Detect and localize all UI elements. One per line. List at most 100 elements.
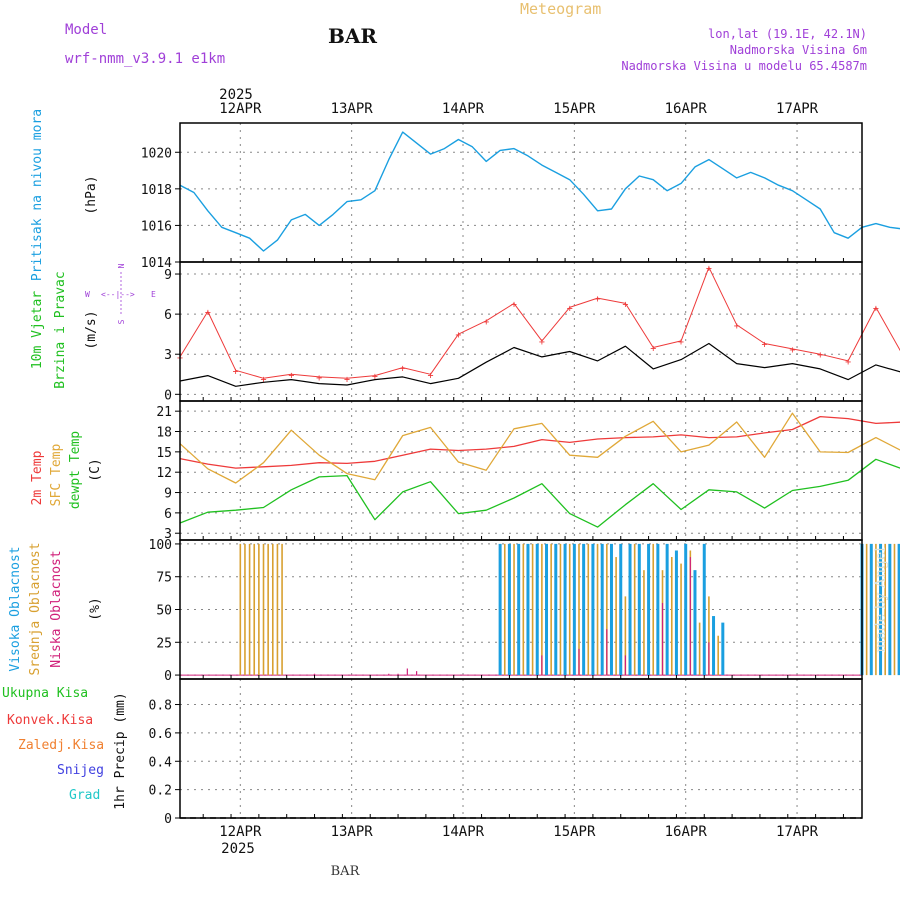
panel-frame xyxy=(179,678,863,819)
wind-ylabel-2: Brzina i Pravac xyxy=(53,271,68,388)
top-day-label: 17APR xyxy=(776,101,819,117)
model-elevation-text: Nadmorska Visina u modelu 65.4587m xyxy=(621,59,867,73)
ytick-label: 9 xyxy=(164,487,172,502)
bottom-day-label: 16APR xyxy=(665,824,708,840)
gust-marker: + xyxy=(288,370,294,381)
precip-legend: Ukupna Kisa Konvek.Kisa Zaledj.Kisa Snijeg G… xyxy=(2,686,104,803)
top-day-label: 14APR xyxy=(442,101,485,117)
panel-frame xyxy=(179,122,863,263)
top-day-label: 15APR xyxy=(553,101,596,117)
gust-marker: + xyxy=(428,370,434,381)
temp-ylabel-1: 2m Temp xyxy=(30,450,45,505)
cloud-unit: (%) xyxy=(88,597,103,620)
ytick-label: 25 xyxy=(156,636,172,651)
gust-marker: + xyxy=(260,374,266,385)
pressure-line xyxy=(179,131,900,252)
ytick-label: 12 xyxy=(156,466,172,481)
gust-line xyxy=(179,266,900,379)
temp-ylabel-2: SFC Temp xyxy=(49,444,64,507)
ytick-label: 100 xyxy=(149,538,172,553)
gust-marker: + xyxy=(316,373,322,384)
watermark: made by Angel xyxy=(873,547,889,653)
gust-marker: + xyxy=(678,337,684,348)
compass-e: E xyxy=(151,290,156,299)
top-day-labels: 12APR 13APR 14APR 15APR 16APR 17APR xyxy=(219,101,818,117)
gust-marker: + xyxy=(455,330,461,341)
bottom-day-label: 12APR xyxy=(219,824,262,840)
ytick-label: 6 xyxy=(164,308,172,323)
grid-layer xyxy=(180,123,862,819)
gust-marker: + xyxy=(233,366,239,377)
wind-unit: (m/s) xyxy=(84,310,99,349)
ytick-label: 3 xyxy=(164,348,172,363)
ytick-label: 1016 xyxy=(141,219,172,234)
panel-frame xyxy=(179,400,863,541)
precip-legend-item: Grad xyxy=(69,788,100,803)
gust-marker: + xyxy=(706,263,712,274)
temp-line-2m xyxy=(179,415,900,469)
model-name: wrf-nmm_v3.9.1 e1km xyxy=(65,51,225,67)
gust-marker: + xyxy=(762,340,768,351)
coords-text: lon,lat (19.1E, 42.1N) xyxy=(708,27,867,41)
temp-unit: (C) xyxy=(88,458,103,481)
bottom-day-label: 14APR xyxy=(442,824,485,840)
ytick-label: 0.4 xyxy=(149,755,173,770)
ytick-label: 0.6 xyxy=(149,727,172,742)
compass-rose: N W <--|--> E S xyxy=(85,263,156,324)
ytick-label: 6 xyxy=(164,507,172,522)
bottom-day-label: 17APR xyxy=(776,824,819,840)
temp-line-sfc xyxy=(179,412,900,484)
station-title: BAR xyxy=(328,24,377,48)
gust-marker: + xyxy=(873,303,879,314)
top-day-label: 12APR xyxy=(219,101,262,117)
ytick-label: 0 xyxy=(164,669,172,684)
compass-arrows: <--|--> xyxy=(101,290,135,299)
gust-marker: + xyxy=(650,344,656,355)
compass-n: N xyxy=(117,263,126,268)
gust-marker: + xyxy=(539,337,545,348)
bottom-day-label: 15APR xyxy=(553,824,596,840)
compass-w: W xyxy=(85,290,90,299)
bottom-year: 2025 xyxy=(221,841,255,857)
gust-marker: + xyxy=(734,321,740,332)
temp-line-dewpt xyxy=(179,458,900,528)
ytick-label: 15 xyxy=(156,446,172,461)
gust-marker: + xyxy=(789,345,795,356)
pressure-ylabel: Pritisak na nivou mora xyxy=(30,109,45,281)
ytick-label: 1020 xyxy=(141,146,172,161)
gust-marker: + xyxy=(845,357,851,368)
bottom-station: BAR xyxy=(331,864,361,879)
gust-marker: + xyxy=(817,350,823,361)
wind-ylabel-1: 10m Vjetar xyxy=(30,291,45,369)
model-label: Model xyxy=(65,22,107,38)
top-day-label: 13APR xyxy=(331,101,374,117)
gust-marker: + xyxy=(344,374,350,385)
ytick-label: 50 xyxy=(156,604,172,619)
pressure-unit: (hPa) xyxy=(84,175,99,214)
cloud-ylabel-2: Srednja Oblacnost xyxy=(28,542,43,675)
ytick-label: 0.8 xyxy=(149,699,172,714)
ytick-label: 0 xyxy=(164,812,172,827)
gust-marker: + xyxy=(511,299,517,310)
bottom-day-labels: 12APR 13APR 14APR 15APR 16APR 17APR xyxy=(219,824,818,840)
gust-marker: + xyxy=(567,303,573,314)
cloud-ylabel-3: Niska Oblacnost xyxy=(49,550,64,667)
gust-marker: + xyxy=(622,299,628,310)
precip-unit: 1hr Precip (mm) xyxy=(113,692,128,809)
ytick-label: 75 xyxy=(156,571,172,586)
ytick-label: 18 xyxy=(156,426,172,441)
top-day-label: 16APR xyxy=(665,101,708,117)
gust-marker: + xyxy=(400,364,406,375)
ytick-label: 3 xyxy=(164,527,172,542)
ytick-label: 1014 xyxy=(141,256,172,271)
ytick-label: 21 xyxy=(156,405,172,420)
ytick-label: 9 xyxy=(164,268,172,283)
compass-s: S xyxy=(117,319,126,324)
precip-legend-item: Snijeg xyxy=(57,763,104,778)
elevation-text: Nadmorska Visina 6m xyxy=(730,43,867,57)
axes-layer: 1014 1016 1018 1020 0 3 6 9 3 6 9 12 15 18 21 0 25 50 75 10… xyxy=(141,122,863,827)
gust-marker: + xyxy=(372,372,378,383)
cloud-ylabel-1: Visoka Oblacnost xyxy=(8,546,23,671)
